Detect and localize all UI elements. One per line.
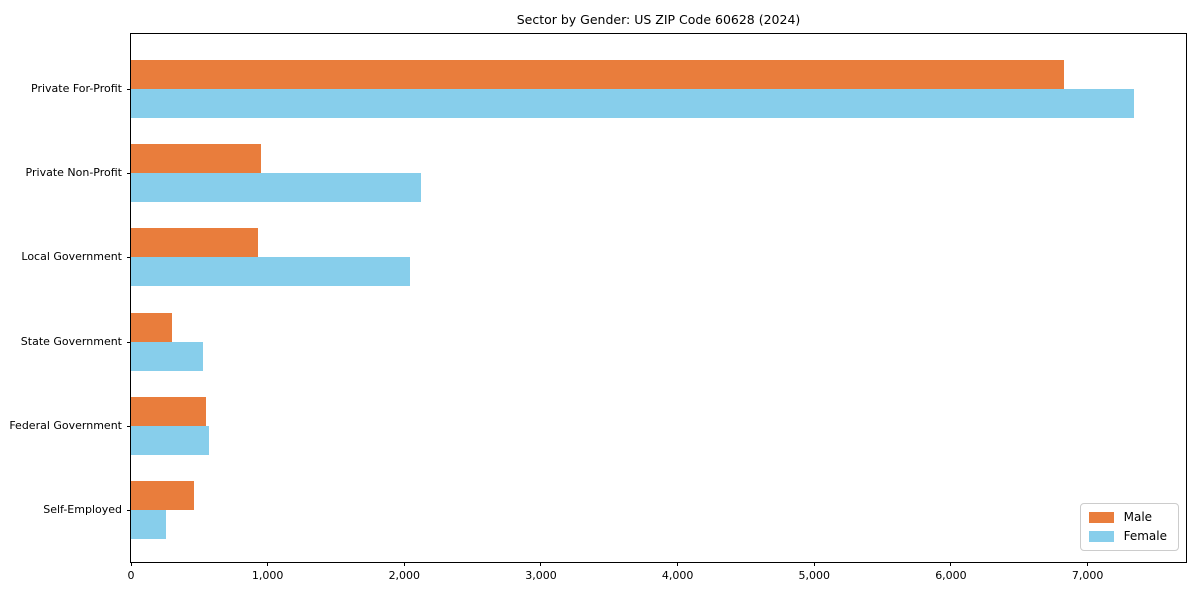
xtick-mark-4000 (677, 562, 679, 566)
bar-female-federal-government (131, 425, 209, 455)
xtick-mark-3000 (540, 562, 542, 566)
legend-item-female: Female (1088, 529, 1167, 543)
bar-female-state-government (131, 341, 203, 371)
bar-female-private-for-profit (131, 89, 1135, 118)
category-label-state-government: State Government (20, 334, 122, 348)
xtick-mark-5000 (813, 562, 815, 566)
xtick-label-4000: 4,000 (661, 569, 694, 582)
bar-female-local-government (131, 257, 410, 287)
ytick-mark-federal-government (127, 425, 131, 427)
legend-item-male: Male (1088, 510, 1167, 524)
category-label-local-government: Local Government (21, 250, 122, 264)
plot-area: Private For-Profit Private Non-Profit Loca… (9, 33, 1187, 582)
ytick-mark-private-non-profit (127, 173, 131, 175)
xtick-mark-2000 (403, 562, 405, 566)
xtick-mark-6000 (950, 562, 952, 566)
legend-label-male: Male (1123, 510, 1153, 524)
legend: Male Female (1079, 503, 1179, 551)
bar-male-state-government (131, 312, 172, 342)
xtick-label-5000: 5,000 (798, 569, 831, 582)
xtick-label-3000: 3,000 (525, 569, 557, 582)
bar-male-self-employed (131, 481, 194, 510)
bar-female-self-employed (131, 510, 166, 539)
xtick-label-2000: 2,000 (388, 569, 421, 582)
ytick-mark-state-government (127, 341, 131, 343)
xtick-label-0: 0 (127, 569, 135, 582)
xtick-mark-0 (130, 562, 132, 566)
ytick-mark-self-employed (127, 510, 131, 511)
xtick-label-6000: 6,000 (935, 569, 967, 582)
bar-female-private-non-profit (131, 173, 422, 203)
xtick-label-7000: 7,000 (1071, 569, 1104, 582)
xtick-label-1000: 1,000 (251, 569, 284, 582)
category-label-private-for-profit: Private For-Profit (31, 82, 122, 95)
legend-label-female: Female (1123, 529, 1167, 543)
ytick-mark-private-for-profit (127, 89, 131, 90)
category-label-federal-government: Federal Government (9, 418, 122, 432)
male-color-swatch (1088, 512, 1114, 523)
bar-male-private-for-profit (131, 60, 1065, 89)
bar-male-local-government (131, 228, 259, 258)
bar-male-federal-government (131, 396, 207, 426)
category-label-private-non-profit: Private Non-Profit (25, 166, 122, 180)
bar-male-private-non-profit (131, 144, 261, 174)
female-color-swatch (1088, 531, 1114, 542)
category-label-self-employed: Self-Employed (43, 503, 122, 516)
xtick-mark-7000 (1087, 562, 1089, 566)
chart-title: Sector by Gender: US ZIP Code 60628 (202… (516, 12, 801, 27)
xtick-mark-1000 (267, 562, 269, 566)
ytick-mark-local-government (127, 257, 131, 259)
